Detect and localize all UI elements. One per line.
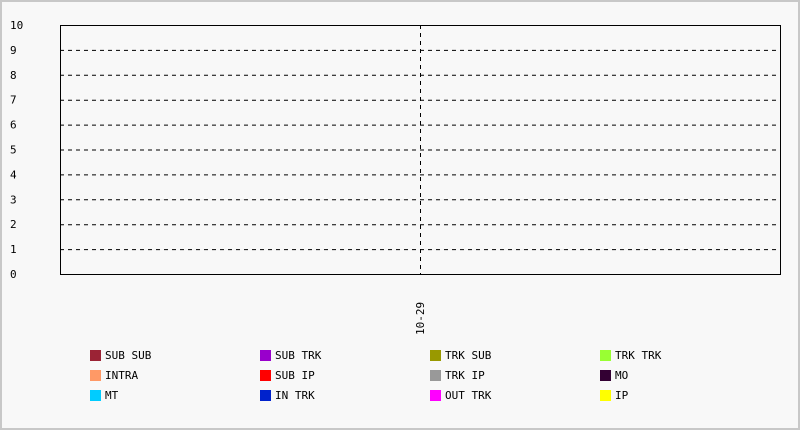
legend-label: TRK SUB: [445, 348, 492, 362]
legend-item: INTRA: [90, 368, 139, 382]
legend-swatch: [430, 349, 441, 361]
legend-item: MO: [600, 368, 629, 382]
y-tick-label: 10: [10, 19, 23, 32]
legend-label: MT: [105, 388, 119, 402]
y-tick-label: 4: [10, 168, 17, 181]
y-tick-label: 3: [10, 193, 17, 206]
legend-label: SUB IP: [275, 368, 315, 382]
legend-swatch: [260, 389, 271, 401]
legend-swatch: [600, 369, 611, 381]
legend-item: MT: [90, 388, 119, 402]
legend-swatch: [260, 369, 271, 381]
legend-label: IP: [615, 388, 629, 402]
legend-item: OUT TRK: [430, 388, 492, 402]
legend-swatch: [600, 349, 611, 361]
legend-label: SUB SUB: [105, 348, 152, 362]
legend-item: SUB IP: [260, 368, 315, 382]
legend-swatch: [90, 369, 101, 381]
x-tick-label: 10-29: [414, 302, 427, 335]
legend-swatch: [90, 389, 101, 401]
y-tick-label: 9: [10, 44, 17, 57]
legend-item: SUB SUB: [90, 348, 152, 362]
y-tick-label: 7: [10, 94, 17, 107]
legend-label: TRK TRK: [615, 348, 662, 362]
legend-swatch: [260, 349, 271, 361]
legend-swatch: [600, 389, 611, 401]
y-tick-label: 2: [10, 218, 17, 231]
legend-item: IP: [600, 388, 629, 402]
legend-swatch: [90, 349, 101, 361]
y-tick-label: 1: [10, 243, 17, 256]
legend-label: INTRA: [105, 368, 139, 382]
legend-label: MO: [615, 368, 629, 382]
legend-item: IN TRK: [260, 388, 315, 402]
legend-item: SUB TRK: [260, 348, 322, 362]
legend-label: IN TRK: [275, 388, 315, 402]
y-tick-label: 0: [10, 268, 17, 281]
legend-label: TRK IP: [445, 368, 485, 382]
plot-frame: [60, 25, 781, 275]
y-tick-label: 6: [10, 119, 17, 132]
legend-item: TRK SUB: [430, 348, 492, 362]
y-tick-label: 8: [10, 69, 17, 82]
legend-label: SUB TRK: [275, 348, 322, 362]
legend-label: OUT TRK: [445, 388, 492, 402]
legend-item: TRK IP: [430, 368, 485, 382]
legend-swatch: [430, 369, 441, 381]
y-tick-label: 5: [10, 144, 17, 157]
legend-swatch: [430, 389, 441, 401]
legend-item: TRK TRK: [600, 348, 662, 362]
